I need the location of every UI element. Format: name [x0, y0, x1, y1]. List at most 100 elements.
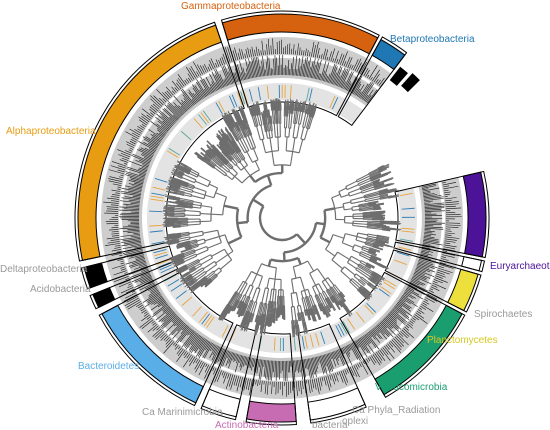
- tree-branch: [270, 123, 273, 131]
- bar-mark: [180, 325, 189, 335]
- bar-mark: [345, 345, 351, 355]
- bar-mark: [139, 282, 155, 291]
- tree-branch: [378, 188, 388, 193]
- bar-mark-outer: [241, 377, 245, 389]
- bar-mark: [150, 300, 166, 311]
- tree-branch: [269, 137, 273, 152]
- bar-mark-outer: [433, 281, 438, 284]
- tree-branch: [349, 191, 362, 197]
- bar-mark: [239, 61, 245, 81]
- bar-mark: [157, 298, 165, 305]
- bar-mark-outer: [117, 188, 121, 190]
- bar-mark: [417, 262, 436, 270]
- bar-mark: [160, 313, 177, 329]
- bar-mark: [424, 207, 445, 210]
- tree-leaf: [176, 166, 186, 172]
- bar-mark: [151, 304, 169, 318]
- tree-branch: [315, 285, 321, 294]
- bar-mark: [144, 279, 154, 285]
- tree-branch: [244, 271, 252, 283]
- bar-mark-outer: [245, 378, 249, 390]
- tree-branch: [360, 183, 374, 190]
- annotation-tick: [151, 192, 165, 196]
- tree-branch: [225, 163, 228, 166]
- bar-mark: [200, 79, 210, 96]
- bar-mark: [142, 164, 149, 168]
- tree-branch: [372, 179, 381, 184]
- tree-leaf: [172, 173, 182, 179]
- bar-mark: [348, 344, 352, 351]
- bar-mark-outer: [287, 381, 290, 395]
- bar-mark-outer: [384, 345, 395, 359]
- bar-mark: [128, 153, 151, 164]
- tree-leaf: [172, 179, 181, 184]
- tree-branch: [340, 270, 352, 281]
- bar-mark-outer: [295, 381, 298, 396]
- bar-mark: [190, 336, 203, 354]
- bar-mark: [402, 294, 415, 304]
- bar-mark-outer: [439, 262, 447, 265]
- tree-leaf: [174, 261, 184, 267]
- bar-mark: [150, 134, 162, 142]
- tree-branch: [342, 242, 354, 248]
- bar-mark-outer: [222, 53, 227, 64]
- tree-branch: [257, 276, 263, 289]
- tree-branch: [180, 247, 193, 253]
- tree-branch: [307, 296, 313, 309]
- bar-mark: [321, 70, 326, 81]
- tree-leaf: [343, 306, 351, 317]
- bar-mark-outer: [431, 284, 438, 288]
- tree-branch: [195, 271, 206, 279]
- tree-branch: [216, 270, 222, 276]
- tree-branch: [213, 167, 226, 177]
- tree-leaf: [374, 272, 385, 280]
- tree-branch: [263, 303, 267, 315]
- bar-mark-outer: [425, 297, 435, 303]
- bar-mark: [138, 263, 147, 267]
- bar-mark: [331, 72, 337, 85]
- tree-leaf: [168, 241, 177, 245]
- tree-branch: [340, 266, 345, 272]
- tree-branch: [240, 151, 246, 159]
- bar-mark: [325, 75, 329, 82]
- bar-mark: [250, 61, 255, 78]
- tree-branch: [237, 140, 246, 154]
- tree-branch: [319, 236, 331, 244]
- bar-mark: [220, 64, 230, 86]
- tree-leaf: [309, 107, 312, 115]
- bar-mark-outer: [185, 78, 190, 84]
- bar-mark: [317, 73, 320, 80]
- bar-mark-outer: [335, 372, 339, 382]
- tree-leaf: [367, 283, 374, 289]
- bar-mark-outer: [152, 328, 162, 337]
- bar-mark-outer: [376, 352, 383, 361]
- tree-branch: [357, 232, 368, 236]
- annotation-tick: [175, 290, 187, 299]
- bar-mark-outer: [110, 239, 120, 241]
- bar-mark-outer: [371, 355, 377, 364]
- bar-mark: [423, 234, 432, 237]
- tree-leaf: [224, 114, 231, 124]
- bar-mark: [162, 306, 171, 313]
- tree-leaf: [252, 106, 256, 114]
- bar-mark: [423, 240, 439, 244]
- annotation-tick: [167, 279, 180, 287]
- tree-leaf: [239, 317, 245, 329]
- bar-mark-outer: [106, 237, 120, 240]
- tree-branch: [192, 206, 201, 209]
- tree-leaf: [255, 101, 259, 113]
- tree-branch: [237, 220, 249, 225]
- tree-branch: [202, 229, 218, 234]
- tree-branch: [292, 136, 297, 139]
- tree-branch: [303, 128, 309, 141]
- label-bacteria-fragment: bacteria: [312, 420, 348, 430]
- bar-mark: [357, 339, 366, 351]
- tree-leaf: [180, 275, 191, 283]
- tree-leaf: [377, 165, 384, 169]
- tree-leaf: [374, 273, 385, 281]
- tree-leaf: [177, 267, 187, 273]
- bar-mark-outer: [239, 377, 243, 388]
- bar-mark-outer: [121, 157, 129, 161]
- tree-branch: [324, 207, 335, 212]
